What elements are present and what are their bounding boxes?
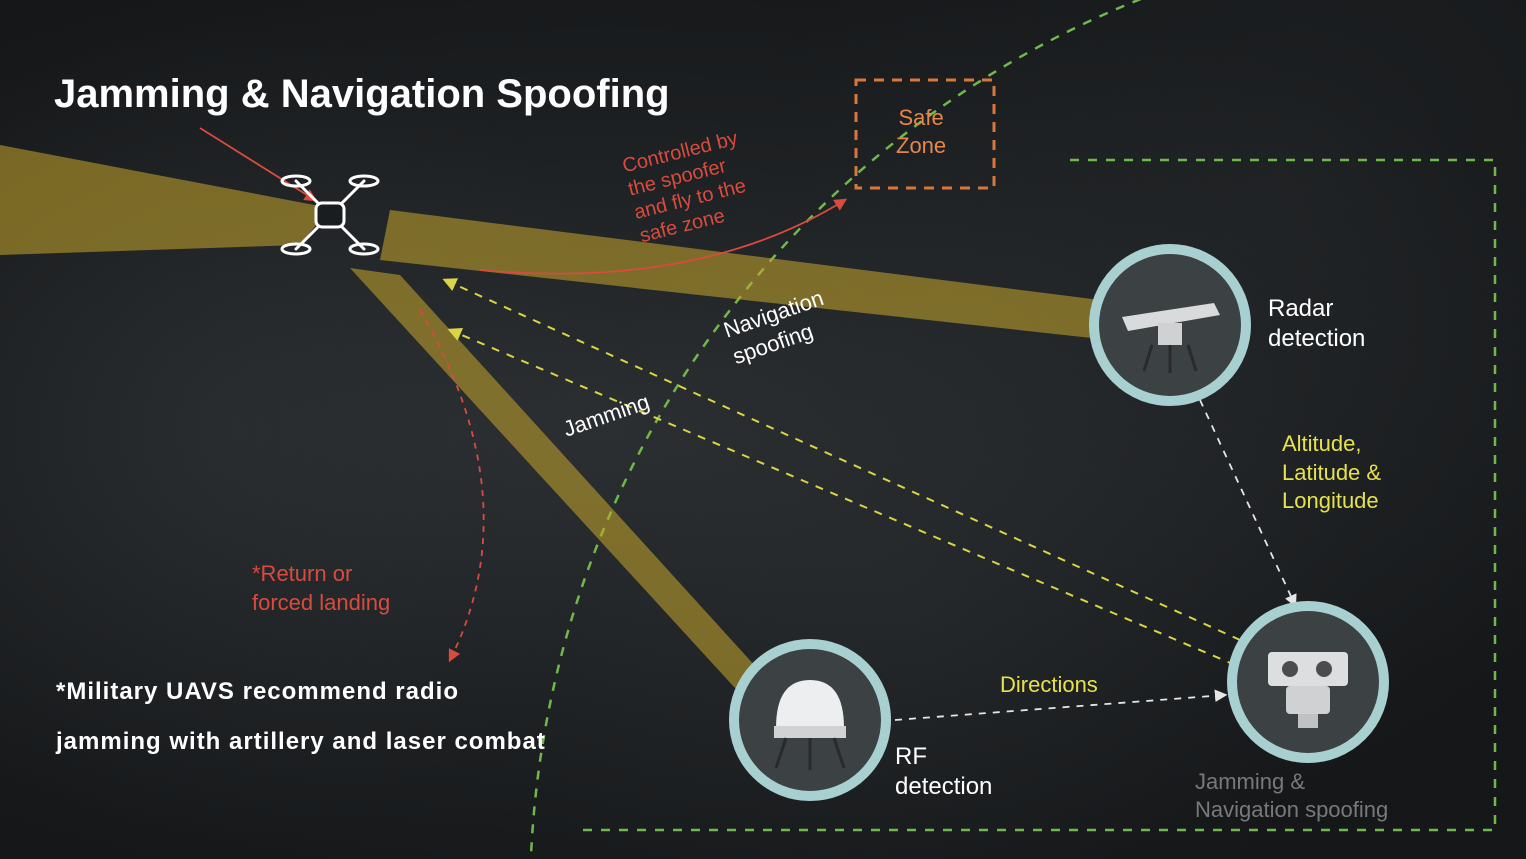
radar-label: Radar detection xyxy=(1268,294,1365,354)
beams xyxy=(0,145,1110,700)
radar-l2: detection xyxy=(1268,325,1365,352)
altitude-label: Altitude, Latitude & Longitude xyxy=(1282,430,1381,516)
radar-device xyxy=(1094,249,1246,401)
return-l2: forced landing xyxy=(252,590,390,615)
jammer-label: Jamming & Navigation spoofing xyxy=(1195,768,1388,823)
rf-l2: detection xyxy=(895,773,992,800)
directions-label: Directions xyxy=(1000,672,1098,698)
jammer-l2: Navigation spoofing xyxy=(1195,797,1388,822)
white-radar-to-jammer xyxy=(1200,400,1295,605)
rf-l1: RF xyxy=(895,743,927,770)
alt-l1: Altitude, xyxy=(1282,431,1362,456)
radar-l1: Radar xyxy=(1268,295,1333,322)
safe-zone-label: Safe Zone xyxy=(896,104,946,159)
return-l1: *Return or xyxy=(252,561,352,586)
rf-device xyxy=(734,644,886,796)
footnote-line1: *Military UAVS recommend radio xyxy=(56,678,459,706)
white-rf-to-jammer xyxy=(895,695,1225,720)
safe-zone-l1: Safe xyxy=(898,105,943,130)
alt-l3: Longitude xyxy=(1282,488,1379,513)
safe-zone-l2: Zone xyxy=(896,133,946,158)
beam-top-left xyxy=(0,145,330,255)
return-landing-label: *Return or forced landing xyxy=(252,560,390,617)
rf-label: RF detection xyxy=(895,742,992,802)
page-title: Jamming & Navigation Spoofing xyxy=(54,72,670,117)
jammer-l1: Jamming & xyxy=(1195,769,1305,794)
footnote-line2: jamming with artillery and laser combat xyxy=(56,728,546,756)
jammer-device xyxy=(1232,606,1384,758)
alt-l2: Latitude & xyxy=(1282,460,1381,485)
